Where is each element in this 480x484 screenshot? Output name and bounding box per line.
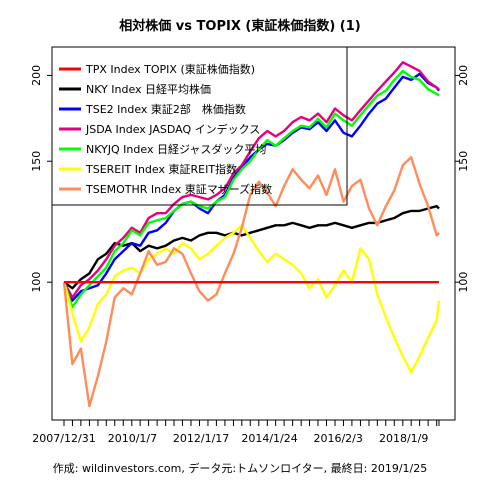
y-tick-label-right: 200 — [457, 65, 470, 86]
legend-label-5: NKYJQ Index 日経ジャスダック平均 — [86, 142, 266, 156]
legend-label-7: TSEMOTHR Index 東証マザーズ指数 — [85, 182, 272, 196]
series-line-4 — [62, 61, 440, 299]
series-line-6 — [62, 224, 441, 374]
series-line-5 — [62, 69, 440, 309]
legend: TPX Index TOPIX (東証株価指数) NKY Index 日経平均株価… — [51, 46, 348, 206]
x-tick-label: 2016/2/3 — [313, 432, 362, 445]
axes: 100 100 150 150 200 200 2007/12/31 2010/1/7 2012… — [30, 46, 470, 445]
series-line-2 — [63, 204, 440, 290]
chart-title: 相対株価 vs TOPIX (東証株価指数) (1) — [119, 18, 360, 34]
y-tick-label-right: 100 — [457, 272, 470, 293]
legend-label-1: TPX Index TOPIX (東証株価指数) — [85, 62, 255, 76]
legend-label-3: TSE2 Index 東証2部 株価指数 — [85, 102, 246, 116]
y-tick-label-left: 200 — [30, 65, 43, 86]
y-tick-label-left: 100 — [30, 272, 43, 293]
x-tick-label: 2018/1/9 — [379, 432, 428, 445]
legend-label-4: JSDA Index JASDAQ インデックス — [85, 122, 260, 136]
y-tick-label-left: 150 — [30, 151, 43, 172]
plot-area — [62, 61, 441, 408]
x-tick-label: 2007/12/31 — [32, 432, 95, 445]
legend-box — [51, 46, 348, 206]
legend-label-2: NKY Index 日経平均株価 — [86, 82, 211, 96]
x-tick-label: 2012/1/17 — [173, 432, 229, 445]
series-line-7 — [62, 156, 440, 408]
legend-label-6: TSEREIT Index 東証REIT指数 — [85, 162, 237, 176]
y-tick-label-right: 150 — [457, 151, 470, 172]
chart-caption: 作成: wildinvestors.com, データ元:トムソンロイター, 最終… — [53, 461, 427, 475]
x-tick-label: 2014/1/24 — [241, 432, 297, 445]
x-tick-label: 2010/1/7 — [108, 432, 157, 445]
